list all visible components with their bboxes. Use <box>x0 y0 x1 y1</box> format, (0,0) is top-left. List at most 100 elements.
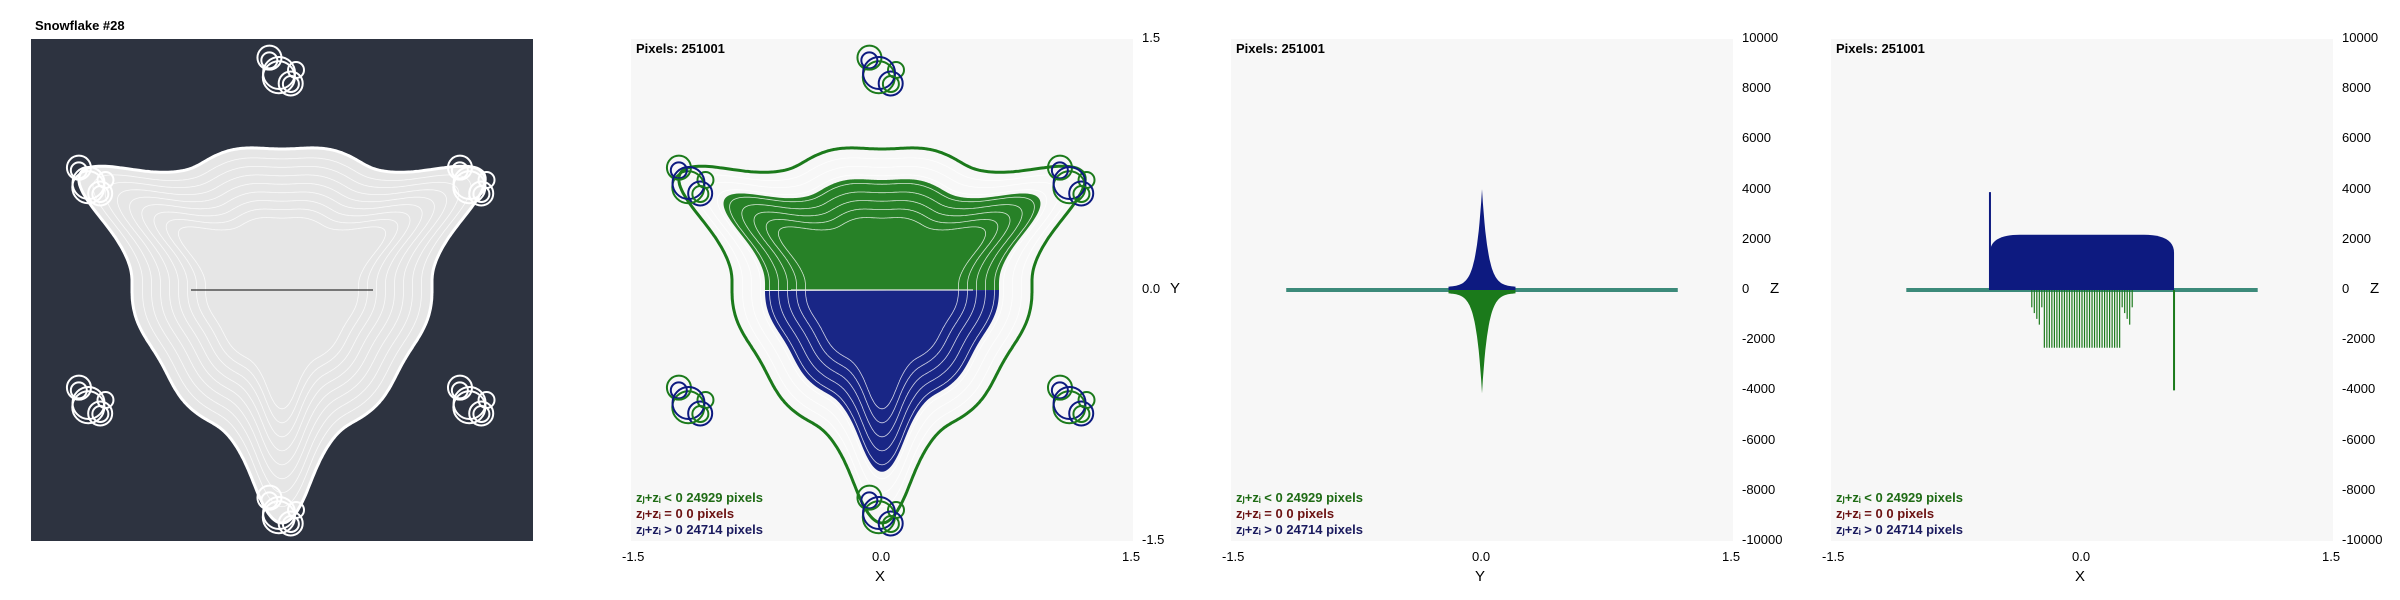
legend-zero: zⱼ+zᵢ = 0 0 pixels <box>636 506 735 521</box>
pixels-count-label: Pixels: 251001 <box>1836 41 1925 56</box>
arm-tip-detail <box>671 166 706 201</box>
series-positive-area <box>1448 189 1516 290</box>
arm-tip-detail <box>450 381 469 400</box>
arm-tip-detail <box>277 70 304 97</box>
arm-tip-detail <box>260 51 279 70</box>
arm-tip-detail <box>262 56 297 91</box>
xy-snowflake-marks <box>665 44 1096 537</box>
y-tick-label: 2000 <box>1742 230 1771 246</box>
x-tick-label: 1.5 <box>1122 549 1141 564</box>
xz-projection-chart <box>1906 192 2258 391</box>
contour-line <box>716 174 1048 480</box>
y-tick-label: -4000 <box>2342 381 2376 397</box>
contour-line <box>116 174 448 480</box>
y-tick-label: -6000 <box>2342 431 2376 447</box>
arm-tip-detail <box>87 400 114 427</box>
y-tick-label: 10000 <box>1742 30 1779 45</box>
y-tick-label: 0 <box>1742 281 1750 296</box>
y-tick-label: -1.5 <box>1142 532 1165 547</box>
y-tick-label: 1.5 <box>1142 30 1161 45</box>
arm-tip-detail <box>69 381 88 400</box>
x-tick-label: -1.5 <box>1822 549 1845 564</box>
snowflake-shape <box>65 44 496 537</box>
yz-projection-chart <box>1286 189 1678 394</box>
x-axis-label: X <box>875 568 886 585</box>
legend-negative: zⱼ+zᵢ < 0 24929 pixels <box>1236 490 1363 505</box>
contour-line <box>692 157 1072 508</box>
arm-tip-detail <box>472 404 491 423</box>
y-tick-label: 6000 <box>2342 130 2371 146</box>
x-axis-label: Y <box>1475 568 1486 585</box>
series-negative-area <box>1448 290 1516 394</box>
arm-tip-detail <box>71 386 106 421</box>
arm-tip-detail <box>1068 400 1095 427</box>
x-tick-label: 0.0 <box>1472 549 1491 564</box>
arm-tip-detail <box>1072 404 1091 423</box>
x-tick-label: 0.0 <box>872 549 891 564</box>
arm-tip-detail <box>862 496 897 531</box>
arm-tip-detail <box>1050 161 1069 180</box>
y-tick-label: 8000 <box>2342 80 2371 96</box>
y-tick-label: -10000 <box>1742 532 1783 547</box>
arm-tip-detail <box>669 381 688 400</box>
y-tick-label: 0.0 <box>1142 281 1161 296</box>
y-tick-label: -10000 <box>2342 532 2383 547</box>
arm-tip-detail <box>877 510 904 537</box>
legend-positive: zⱼ+zᵢ > 0 24714 pixels <box>1836 522 1963 537</box>
x-axis-label: X <box>2075 568 2086 585</box>
y-tick-label: -8000 <box>2342 481 2376 497</box>
arm-tip-detail <box>862 56 897 91</box>
arm-tip-detail <box>671 386 706 421</box>
series-positive-plateau <box>1989 234 2175 290</box>
z-axis-label: Z <box>2370 280 2380 297</box>
arm-tip-detail <box>860 491 879 510</box>
y-tick-label: -4000 <box>1742 381 1776 397</box>
y-tick-label: 0 <box>2342 281 2350 296</box>
arm-tip-detail <box>87 180 114 207</box>
contour-line <box>92 157 472 508</box>
y-tick-label: 2000 <box>2342 230 2371 246</box>
arm-tip-detail <box>669 161 688 180</box>
legend: zⱼ+zᵢ < 0 24929 pixels zⱼ+zᵢ = 0 0 pixel… <box>1836 490 1963 538</box>
yz-marks <box>1286 189 1678 394</box>
z-axis-label: Z <box>1770 280 1780 297</box>
contour-line <box>741 191 1023 452</box>
xy-projection-chart <box>665 44 1096 537</box>
x-tick-label: 1.5 <box>1722 549 1741 564</box>
arm-tip-detail <box>468 180 495 207</box>
snowflake-body <box>77 146 487 525</box>
contour-line <box>141 191 423 452</box>
arm-tip-detail <box>69 161 88 180</box>
yz-plot-area: Pixels: 251001 zⱼ+zᵢ < 0 24929 pixels zⱼ… <box>1231 39 1733 541</box>
contour-line <box>104 166 460 494</box>
y-axis-label: Y <box>1170 280 1181 297</box>
contour-line <box>129 183 435 466</box>
arm-tip-detail <box>877 70 904 97</box>
arm-tip-detail <box>452 166 487 201</box>
arm-tip-detail <box>687 400 714 427</box>
pixels-count-label: Pixels: 251001 <box>1236 41 1325 56</box>
arm-tip-detail <box>1050 381 1069 400</box>
snowflake-image <box>65 44 496 537</box>
x-tick-label: 1.5 <box>2322 549 2341 564</box>
legend-positive: zⱼ+zᵢ > 0 24714 pixels <box>1236 522 1363 537</box>
arm-tip-detail <box>860 51 879 70</box>
contour-line <box>729 183 1035 466</box>
x-tick-label: -1.5 <box>1222 549 1245 564</box>
legend-zero: zⱼ+zᵢ = 0 0 pixels <box>1836 506 1935 521</box>
snowflake-outline <box>677 146 1087 525</box>
legend-zero: zⱼ+zᵢ = 0 0 pixels <box>1236 506 1335 521</box>
legend-negative: zⱼ+zᵢ < 0 24929 pixels <box>1836 490 1963 505</box>
y-tick-label: -2000 <box>1742 331 1776 347</box>
y-tick-label: -6000 <box>1742 431 1776 447</box>
arm-tip-detail <box>91 404 110 423</box>
arm-tip-detail <box>281 74 300 93</box>
negative-region <box>723 179 1041 290</box>
contour-line <box>704 166 1060 494</box>
arm-tip-detail <box>881 74 900 93</box>
arm-tip-detail <box>450 161 469 180</box>
arm-tip-detail <box>472 184 491 203</box>
y-tick-label: 4000 <box>2342 180 2371 196</box>
y-tick-label: 10000 <box>2342 30 2379 45</box>
legend: zⱼ+zᵢ < 0 24929 pixels zⱼ+zᵢ = 0 0 pixel… <box>636 490 763 538</box>
